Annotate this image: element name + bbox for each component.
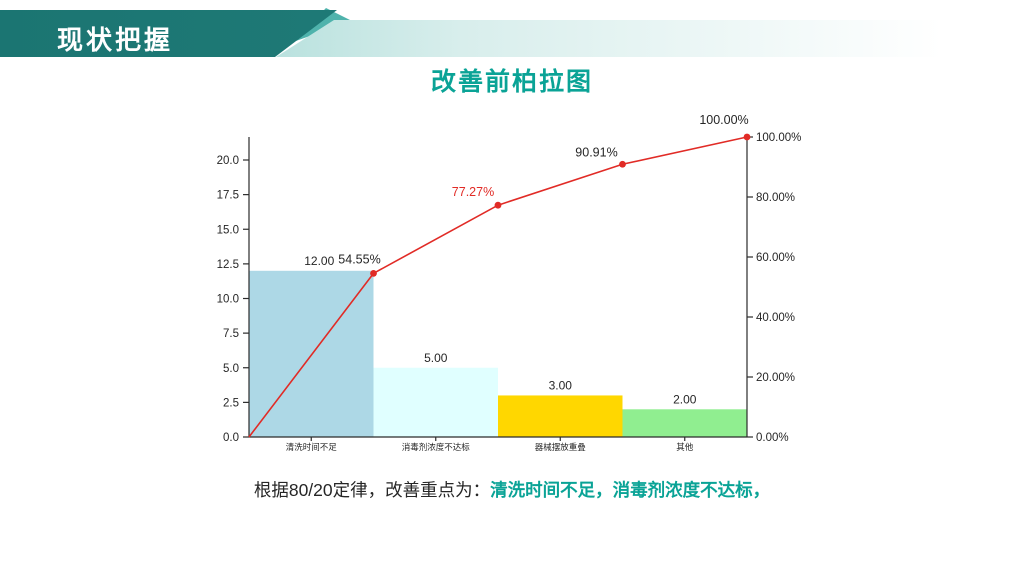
bar-value-label: 3.00 <box>549 378 573 392</box>
left-tick-label: 10.0 <box>217 294 239 306</box>
left-tick-label: 0.0 <box>223 432 239 444</box>
bar-value-label: 12.00 <box>304 254 334 268</box>
left-tick-label: 5.0 <box>223 363 239 375</box>
right-tick-label: 60.00% <box>756 252 795 264</box>
conclusion-prefix: 根据80/20定律，改善重点为： <box>253 480 491 500</box>
category-label: 清洗时间不足 <box>286 442 338 452</box>
left-tick-label: 17.5 <box>217 190 239 202</box>
line-marker <box>494 201 502 209</box>
percent-label: 77.27% <box>452 185 494 199</box>
percent-label: 90.91% <box>575 145 617 159</box>
pareto-bar-2 <box>373 367 498 437</box>
bar-value-label: 2.00 <box>673 392 697 406</box>
pareto-bar-3 <box>498 395 623 437</box>
right-tick-label: 20.00% <box>756 372 795 384</box>
line-marker <box>619 160 626 168</box>
left-tick-label: 12.5 <box>217 259 239 271</box>
left-tick-label: 20.0 <box>217 155 239 167</box>
category-label: 消毒剂浓度不达标 <box>402 442 471 452</box>
right-tick-label: 80.00% <box>756 192 795 204</box>
percent-label: 100.00% <box>699 113 748 127</box>
header-dark-ribbon <box>0 10 337 57</box>
bar-value-label: 5.00 <box>424 351 448 365</box>
conclusion-highlight: 清洗时间不足，消毒剂浓度不达标， <box>490 480 771 500</box>
right-tick-label: 0.00% <box>756 432 789 444</box>
category-label: 其他 <box>676 442 694 452</box>
right-tick-label: 100.00% <box>756 132 801 144</box>
line-marker <box>743 133 751 141</box>
line-marker <box>370 269 377 277</box>
pareto-bar-4 <box>622 409 747 437</box>
chart-title: 改善前柏拉图 <box>430 68 593 96</box>
percent-label: 54.55% <box>338 252 380 266</box>
conclusion-text: 根据80/20定律，改善重点为：清洗时间不足，消毒剂浓度不达标， <box>0 477 1024 502</box>
section-title: 现状把握 <box>57 25 174 55</box>
header-banner: 现状把握 <box>0 0 1024 70</box>
left-tick-label: 2.5 <box>223 397 239 409</box>
category-label: 器械摆放重叠 <box>535 442 587 452</box>
left-tick-label: 15.0 <box>217 224 239 236</box>
right-tick-label: 40.00% <box>756 312 795 324</box>
left-tick-label: 7.5 <box>223 328 239 340</box>
header-gradient-band <box>276 20 975 57</box>
